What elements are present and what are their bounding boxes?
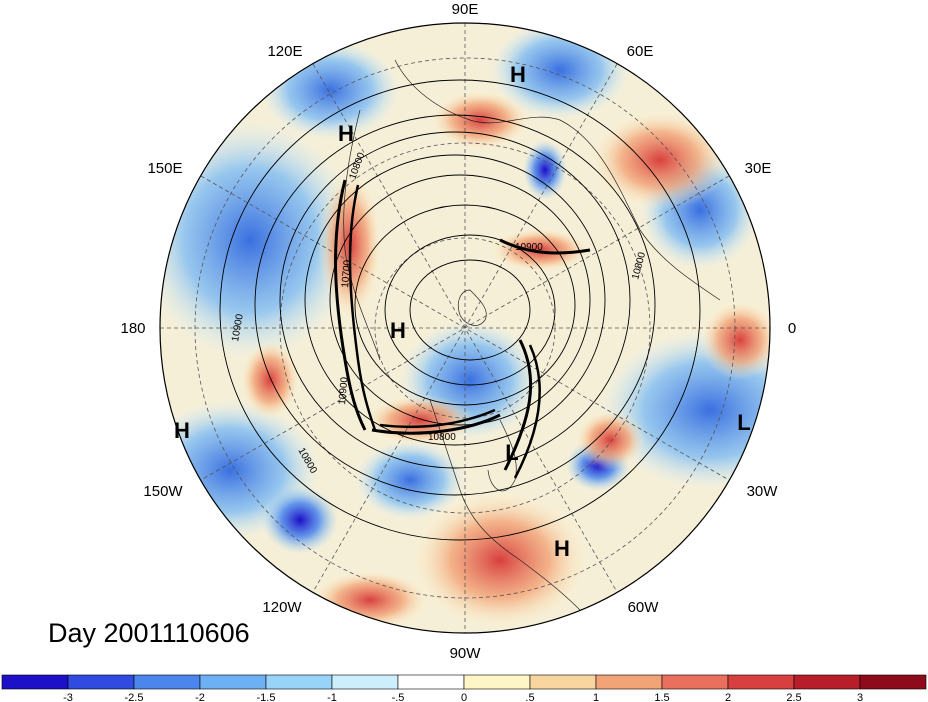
colorbar-tick-label: 3 bbox=[857, 692, 863, 702]
colorbar-swatch bbox=[859, 674, 927, 690]
colorbar-tick-label: 1.5 bbox=[654, 692, 669, 702]
contour-label: 10900 bbox=[515, 242, 543, 253]
colorbar: -3 -2.5 -2 -1.5 -1 -.5 0 .5 1 1.5 2 2.5 3 bbox=[1, 674, 927, 702]
lon-label-120e: 120E bbox=[267, 43, 302, 60]
coastlines bbox=[343, 59, 721, 611]
high-pressure-marker: H bbox=[390, 318, 406, 343]
lon-label-180: 180 bbox=[120, 320, 145, 337]
lon-label-150w: 150W bbox=[143, 483, 183, 500]
high-pressure-marker: H bbox=[510, 62, 526, 87]
longitude-labels: 90E 120E 60E 150E 30E 180 0 150W 30W 120… bbox=[120, 1, 796, 662]
graticule bbox=[160, 23, 770, 633]
colorbar-tick-label: -3 bbox=[63, 692, 73, 702]
colorbar-swatch bbox=[727, 674, 795, 690]
colorbar-swatch bbox=[199, 674, 267, 690]
colorbar-tick-label: 1 bbox=[593, 692, 599, 702]
map-border bbox=[159, 22, 771, 634]
colorbar-swatch bbox=[595, 674, 663, 690]
colorbar-tick-label: .5 bbox=[525, 692, 534, 702]
high-pressure-marker: H bbox=[174, 418, 190, 443]
colorbar-tick-label: -2.5 bbox=[125, 692, 144, 702]
lon-label-0: 0 bbox=[788, 320, 796, 337]
lon-label-30e: 30E bbox=[745, 160, 772, 177]
colorbar-tick-label: 0 bbox=[461, 692, 467, 702]
lon-label-90e: 90E bbox=[452, 1, 479, 18]
lon-label-150e: 150E bbox=[147, 160, 182, 177]
lon-label-60e: 60E bbox=[627, 43, 654, 60]
colorbar-swatch bbox=[331, 674, 399, 690]
colorbar-tick-label: -2 bbox=[195, 692, 205, 702]
colorbar-swatch bbox=[133, 674, 201, 690]
colorbar-swatch bbox=[793, 674, 861, 690]
geopotential-contours bbox=[219, 79, 701, 541]
contour-label: 10700 bbox=[340, 259, 353, 288]
contour-label: 10800 bbox=[428, 432, 456, 443]
colorbar-tick-label: 2 bbox=[725, 692, 731, 702]
colorbar-tick-label: -1.5 bbox=[257, 692, 276, 702]
lon-label-90w: 90W bbox=[450, 645, 482, 662]
colorbar-tick-label: 2.5 bbox=[786, 692, 801, 702]
colorbar-tick-label: -.5 bbox=[392, 692, 405, 702]
colorbar-swatch bbox=[529, 674, 597, 690]
pressure-centers: H H H H H L L bbox=[174, 62, 751, 561]
low-pressure-marker: L bbox=[505, 440, 518, 465]
colorbar-swatch bbox=[463, 674, 531, 690]
high-pressure-marker: H bbox=[554, 536, 570, 561]
colorbar-swatch bbox=[397, 674, 465, 690]
colorbar-tick-label: -1 bbox=[327, 692, 337, 702]
colorbar-swatch bbox=[1, 674, 69, 690]
lon-label-60w: 60W bbox=[628, 599, 660, 616]
contour-label: 10900 bbox=[230, 313, 246, 343]
high-pressure-marker: H bbox=[338, 121, 354, 146]
colorbar-swatch bbox=[661, 674, 729, 690]
map-title: Day 2001110606 bbox=[48, 618, 250, 648]
lon-label-120w: 120W bbox=[262, 599, 302, 616]
colorbar-swatch bbox=[265, 674, 333, 690]
contour-label: 10900 bbox=[337, 376, 350, 405]
colorbar-swatch bbox=[67, 674, 135, 690]
lon-label-30w: 30W bbox=[747, 483, 779, 500]
low-pressure-marker: L bbox=[737, 410, 750, 435]
